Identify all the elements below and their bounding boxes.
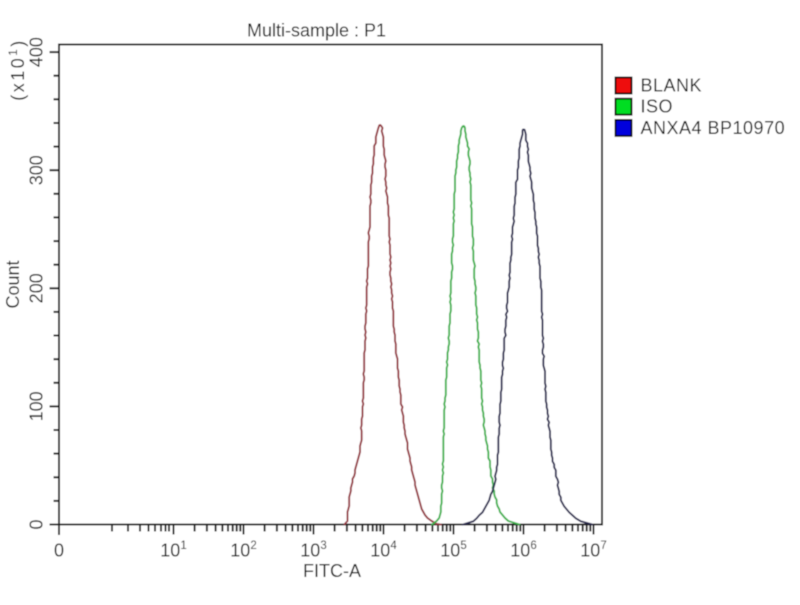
svg-text:400: 400 xyxy=(27,37,47,67)
svg-text:103: 103 xyxy=(300,540,326,561)
svg-text:Multi-sample : P1: Multi-sample : P1 xyxy=(247,21,386,41)
svg-text:100: 100 xyxy=(27,391,47,421)
svg-text:106: 106 xyxy=(510,540,536,561)
svg-text:107: 107 xyxy=(580,540,606,561)
svg-text:Count: Count xyxy=(3,260,23,308)
svg-text:101: 101 xyxy=(160,540,186,561)
svg-text:0: 0 xyxy=(54,541,64,561)
svg-text:ISO: ISO xyxy=(641,97,674,117)
svg-text:ANXA4 BP10970: ANXA4 BP10970 xyxy=(641,118,786,138)
svg-text:FITC-A: FITC-A xyxy=(303,561,361,581)
svg-text:0: 0 xyxy=(27,519,47,529)
svg-text:(x101): (x101) xyxy=(8,38,28,100)
svg-text:105: 105 xyxy=(440,540,466,561)
svg-text:102: 102 xyxy=(230,540,256,561)
svg-text:BLANK: BLANK xyxy=(641,76,703,96)
svg-text:200: 200 xyxy=(27,273,47,303)
svg-text:300: 300 xyxy=(27,155,47,185)
